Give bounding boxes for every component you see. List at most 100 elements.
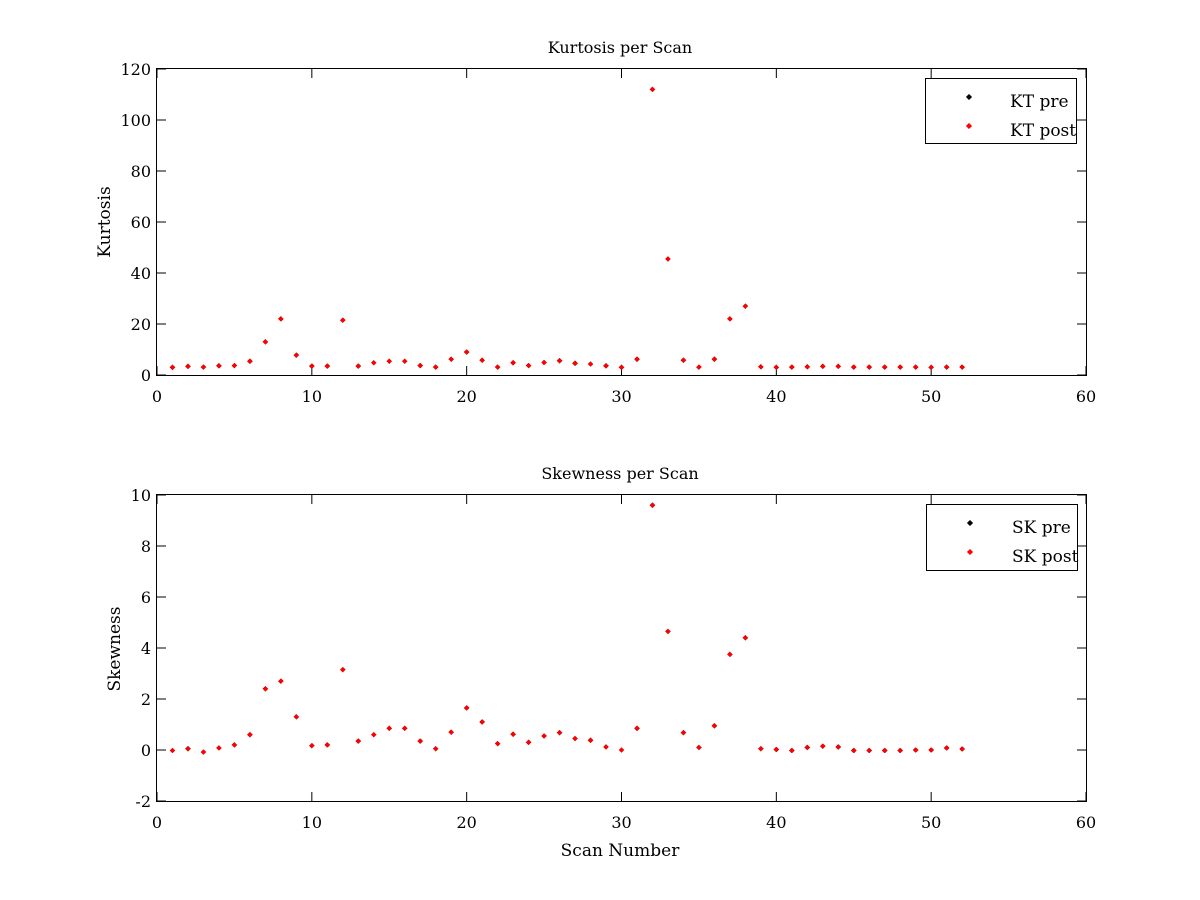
skewness-post-point: [665, 628, 671, 635]
kurtosis-series-post: [169, 86, 965, 371]
skewness-post-point: [897, 747, 904, 754]
skewness-post-point: [928, 747, 935, 753]
skewness-post-point: [355, 738, 362, 744]
kurtosis-y-axis-label: Kurtosis: [95, 186, 115, 257]
kurtosis-y-tick-label: 0: [141, 366, 151, 385]
skewness-post-point: [185, 745, 191, 752]
skewness-y-tick-labels: -2 0 2 4 6 8 10: [131, 486, 151, 811]
skewness-x-axis-label: Scan Number: [561, 841, 681, 861]
skewness-post-point: [293, 713, 300, 720]
kurtosis-legend[interactable]: KT pre KT post: [925, 78, 1077, 144]
kurtosis-y-tick-label: 120: [120, 60, 151, 79]
skewness-plot-frame: [156, 494, 1087, 802]
skewness-x-tick-label: 60: [1076, 813, 1096, 832]
kurtosis-post-point: [881, 364, 888, 370]
skewness-post-point: [819, 743, 826, 750]
skewness-post-point: [169, 747, 176, 754]
skewness-legend-label-post: SK post: [1012, 547, 1079, 567]
skewness-post-point: [510, 731, 516, 738]
kurtosis-post-point: [835, 363, 842, 370]
skewness-x-tick-label: 0: [152, 813, 162, 832]
skewness-post-point: [618, 747, 625, 753]
kurtosis-post-point: [463, 349, 470, 355]
skewness-y-tick-label: 6: [141, 588, 151, 607]
kurtosis-post-point: [401, 358, 408, 365]
skewness-legend-marker-pre: [966, 519, 974, 527]
skewness-legend[interactable]: SK pre SK post: [926, 504, 1079, 571]
skewness-y-tick-label: 2: [141, 690, 151, 709]
kurtosis-post-point: [293, 352, 300, 358]
skewness-post-point: [912, 747, 919, 753]
skewness-post-point: [804, 744, 811, 751]
kurtosis-y-tick-labels: 0 20 40 60 80 100 120: [120, 60, 151, 385]
kurtosis-post-point: [417, 362, 424, 369]
kurtosis-legend-label-post: KT post: [1010, 121, 1076, 141]
kurtosis-y-tick-label: 100: [120, 111, 151, 130]
kurtosis-post-point: [355, 363, 362, 369]
skewness-post-point: [200, 749, 207, 755]
kurtosis-post-point: [339, 317, 346, 324]
kurtosis-post-point: [231, 362, 238, 369]
skewness-post-point: [742, 634, 749, 641]
skewness-post-point: [417, 738, 424, 744]
kurtosis-y-tick-label: 80: [131, 162, 151, 181]
skewness-post-point: [727, 651, 733, 658]
kurtosis-y-tick-label: 60: [131, 213, 151, 232]
kurtosis-post-point: [185, 363, 191, 370]
kurtosis-post-point: [603, 362, 609, 369]
skewness-post-point: [881, 747, 888, 754]
skewness-post-point: [525, 739, 532, 746]
kurtosis-post-point: [866, 364, 873, 370]
kurtosis-post-point: [773, 364, 780, 371]
skewness-legend-marker-post: [966, 548, 974, 556]
skewness-post-point: [339, 666, 346, 673]
skewness-post-point: [943, 745, 950, 751]
skewness-chart: Skewness per Scan Skewness Scan Number 0…: [105, 464, 1096, 861]
kurtosis-post-point: [897, 364, 904, 370]
skewness-post-point: [448, 729, 455, 736]
skewness-post-point: [680, 729, 687, 736]
kurtosis-post-point: [448, 356, 455, 363]
kurtosis-post-point: [696, 364, 702, 370]
skewness-x-tick-label: 50: [921, 813, 941, 832]
kurtosis-legend-label-pre: KT pre: [1010, 92, 1069, 112]
skewness-post-point: [556, 729, 563, 736]
skewness-post-point: [587, 737, 594, 744]
kurtosis-data-points: [169, 86, 965, 371]
skewness-x-tick-label: 30: [611, 813, 631, 832]
kurtosis-x-tick-label: 0: [152, 387, 162, 406]
kurtosis-post-point: [850, 364, 857, 370]
skewness-post-point: [634, 725, 640, 732]
kurtosis-post-point: [959, 364, 965, 370]
skewness-post-point: [494, 740, 501, 747]
skewness-post-point: [247, 731, 253, 738]
kurtosis-post-point: [494, 364, 501, 370]
skewness-x-tick-label: 40: [766, 813, 786, 832]
kurtosis-x-tick-label: 50: [921, 387, 941, 406]
kurtosis-post-point: [308, 363, 315, 369]
skewness-post-point: [959, 746, 965, 752]
kurtosis-post-point: [788, 364, 795, 370]
kurtosis-chart: Kurtosis per Scan Kurtosis 0 10 20 30 40 50 60…: [95, 38, 1096, 406]
skewness-post-point: [216, 745, 222, 751]
skewness-y-tick-label: -2: [135, 792, 151, 811]
kurtosis-post-point: [649, 86, 656, 93]
kurtosis-post-point: [711, 356, 718, 363]
skewness-post-point: [711, 722, 718, 729]
skewness-post-point: [370, 731, 377, 738]
kurtosis-post-point: [665, 256, 671, 262]
kurtosis-post-point: [510, 359, 516, 366]
skewness-legend-markers: [966, 519, 974, 556]
kurtosis-post-point: [804, 363, 811, 370]
kurtosis-post-point: [479, 357, 486, 364]
skewness-post-point: [696, 744, 702, 751]
skewness-y-axis-label: Skewness: [105, 606, 125, 691]
skewness-y-tick-label: 8: [141, 537, 151, 556]
kurtosis-x-tick-label: 60: [1076, 387, 1096, 406]
skewness-post-point: [262, 685, 269, 692]
kurtosis-legend-marker-post: [965, 122, 973, 130]
kurtosis-post-point: [572, 360, 578, 367]
skewness-post-point: [572, 735, 578, 742]
kurtosis-post-point: [370, 359, 377, 366]
kurtosis-y-tick-label: 20: [131, 315, 151, 334]
